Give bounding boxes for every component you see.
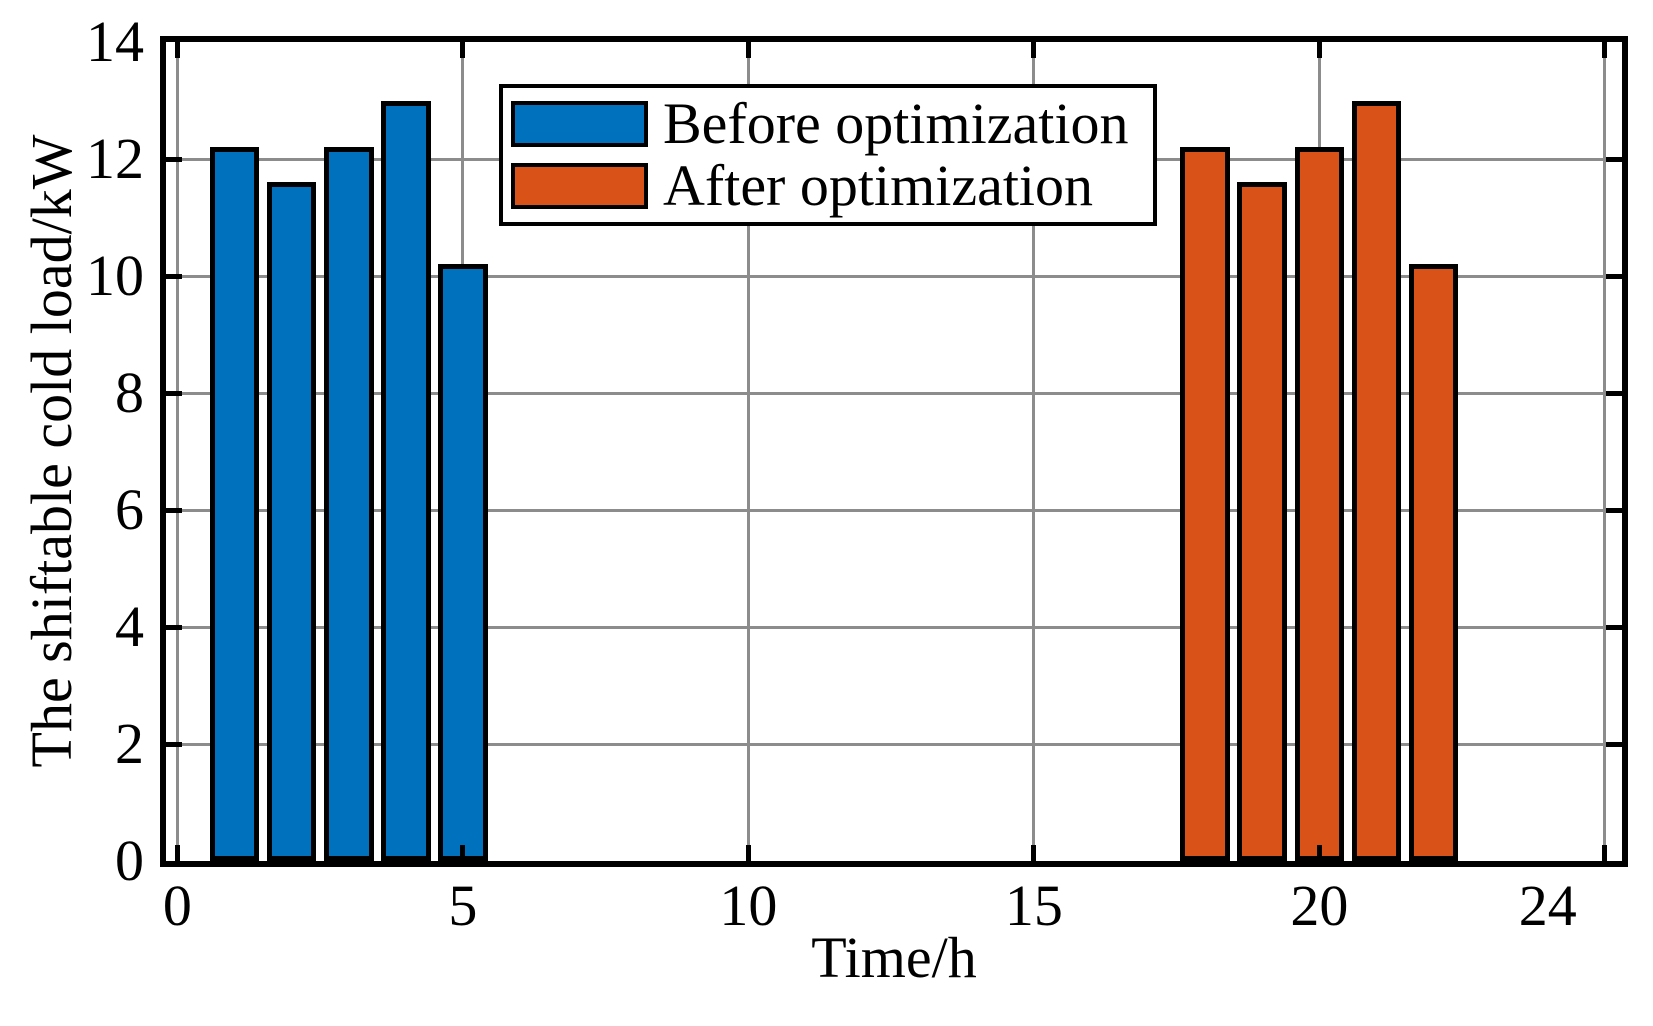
y-tick-mark [1606,507,1622,513]
y-tick-mark [166,273,182,279]
legend-label-before: Before optimization [663,91,1129,156]
bar-after-optimization [1294,147,1345,861]
x-tick-label: 10 [719,873,778,938]
y-gridline [166,742,1622,746]
x-tick-mark [174,845,180,861]
y-tick-mark [1606,741,1622,747]
x-tick-mark [1316,42,1322,58]
legend-swatch-after-icon [511,163,648,209]
x-tick-label: 24 [1518,873,1577,938]
x-tick-mark [1031,845,1037,861]
bar-before-optimization [380,100,431,861]
y-tick-mark [1606,390,1622,396]
bar-before-optimization [209,147,260,861]
y-axis-title: The shiftable cold load/kW [19,134,85,768]
bar-after-optimization [1351,100,1402,861]
legend-label-after: After optimization [663,153,1094,218]
y-tick-mark [166,624,182,630]
y-tick-label: 6 [115,477,144,542]
bar-before-optimization [266,182,317,861]
y-gridline [166,391,1622,395]
y-gridline [166,508,1622,512]
x-tick-mark [460,845,466,861]
bar-before-optimization [438,264,488,861]
x-tick-mark [1602,42,1608,58]
y-tick-label: 10 [86,243,144,308]
x-tick-mark [460,42,466,58]
bar-after-optimization [1237,182,1288,861]
y-gridline [166,274,1622,278]
y-tick-label: 4 [115,594,144,659]
plot-area [166,42,1622,861]
y-tick-mark [166,507,182,513]
x-gridline [1032,42,1036,861]
bar-after-optimization [1180,147,1231,861]
x-axis-title: Time/h [811,925,977,990]
y-tick-label: 0 [115,828,144,893]
x-tick-mark [745,845,751,861]
x-tick-mark [174,42,180,58]
x-gridline [746,42,750,861]
y-tick-label: 2 [115,711,144,776]
y-tick-mark [166,156,182,162]
y-tick-label: 12 [86,126,144,191]
x-tick-mark [745,42,751,58]
x-tick-label: 5 [448,873,478,938]
y-gridline [166,625,1622,629]
x-tick-label: 15 [1004,873,1063,938]
x-tick-mark [1031,42,1037,58]
x-tick-label: 20 [1290,873,1349,938]
x-gridline [1603,42,1607,861]
x-tick-mark [1316,845,1322,861]
y-tick-mark [1606,624,1622,630]
bar-before-optimization [323,147,374,861]
y-tick-mark [1606,273,1622,279]
y-tick-label: 8 [115,360,144,425]
x-tick-label: 0 [162,873,192,938]
legend-item-before: Before optimization [503,95,1153,153]
y-tick-label: 14 [86,9,144,74]
x-gridline [175,42,179,861]
legend: Before optimization After optimization [499,84,1157,226]
x-tick-mark [1602,845,1608,861]
y-tick-mark [1606,156,1622,162]
legend-item-after: After optimization [503,157,1153,215]
y-tick-mark [166,741,182,747]
y-tick-mark [166,390,182,396]
legend-swatch-before-icon [511,101,648,147]
bar-after-optimization [1408,264,1459,861]
